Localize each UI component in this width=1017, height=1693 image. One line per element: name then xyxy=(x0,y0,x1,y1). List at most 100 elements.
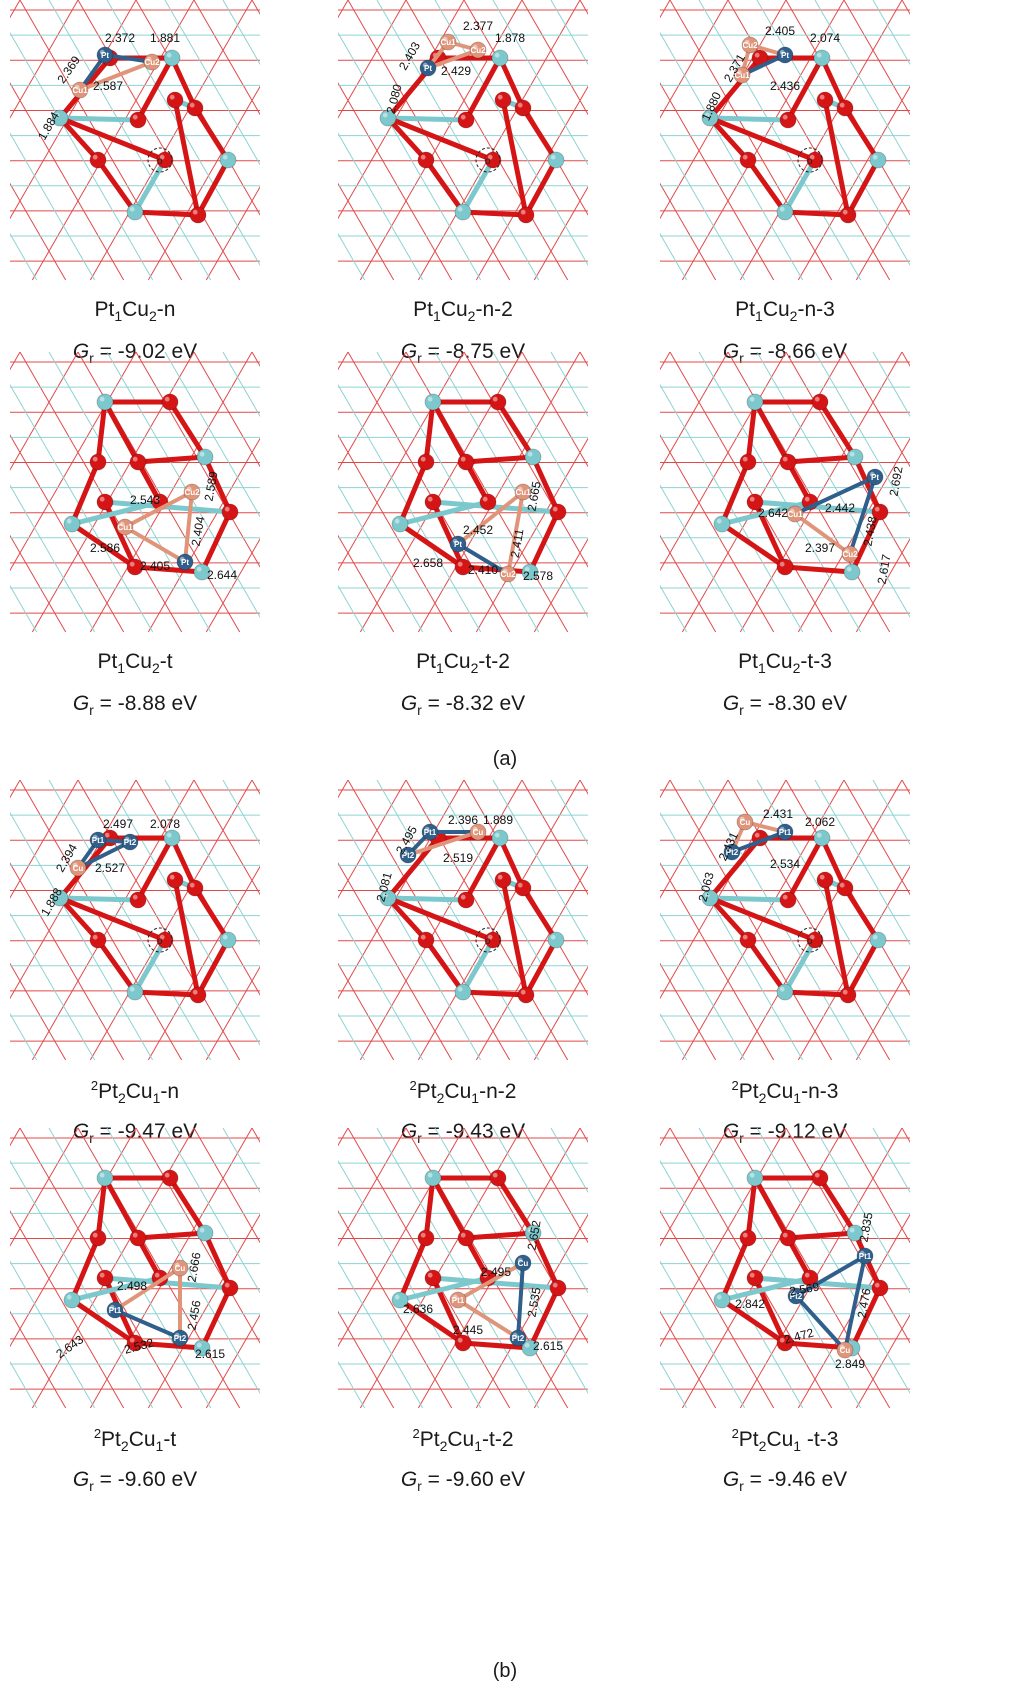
copper-atom xyxy=(514,483,532,501)
oxide-lattice xyxy=(660,780,910,1060)
structure-panel: o Cu Pt1 Pt2 2.431 2.062 2.431 2.534 2.063 2Pt2Cu… xyxy=(660,780,910,1146)
copper-atom xyxy=(736,813,754,831)
platinum-atom xyxy=(421,823,439,841)
oxide-lattice xyxy=(338,0,588,280)
gibbs-energy: Gr = -8.30 eV xyxy=(722,692,848,719)
platinum-atom xyxy=(856,1247,874,1265)
atom-label: Cu xyxy=(518,1259,529,1268)
oxide-lattice xyxy=(10,352,260,632)
aluminum-atom xyxy=(521,1339,539,1357)
oxygen-atom xyxy=(836,99,854,117)
bond-length-label: 2.429 xyxy=(441,64,471,78)
bond-length-label: 2.431 xyxy=(763,807,793,821)
oxygen-atom xyxy=(417,1229,435,1247)
metal-cluster: Pt1 Cu Pt2 2.495 2.652 2.636 2.535 2.445 2.615 xyxy=(403,1219,563,1353)
oxygen-atom xyxy=(739,1229,757,1247)
copper-atom xyxy=(741,36,759,54)
structure-name: Pt1Cu2-n-3 xyxy=(735,298,835,325)
bond-length-label: 2.405 xyxy=(140,559,170,573)
structure-image: Pt1 Cu Pt2 2.495 2.652 2.636 2.535 2.445 2.615 xyxy=(338,1128,588,1408)
aluminum-atom xyxy=(776,983,794,1001)
structure-panel: Pt1 Cu Pt2 2.495 2.652 2.636 2.535 2.445 2.615 2P… xyxy=(338,1128,588,1494)
aluminum-atom xyxy=(63,1291,81,1309)
aluminum-atom xyxy=(813,49,831,67)
aluminum-atom xyxy=(869,151,887,169)
bond-length-label: 2.519 xyxy=(443,851,473,865)
oxide-lattice xyxy=(10,780,260,1060)
atom-label: Pt2 xyxy=(512,1334,525,1343)
copper-atom xyxy=(469,41,487,59)
bond-length-label: 2.666 xyxy=(185,1251,204,1283)
oxygen-atom xyxy=(739,453,757,471)
aluminum-atom xyxy=(51,109,69,127)
platinum-atom xyxy=(449,535,467,553)
aluminum-atom xyxy=(126,203,144,221)
aluminum-atom xyxy=(51,889,69,907)
bond-length-label: 2.586 xyxy=(90,541,120,555)
aluminum-atom xyxy=(713,515,731,533)
oxygen-atom xyxy=(189,206,207,224)
atom-label: Pt2 xyxy=(124,838,137,847)
aluminum-atom xyxy=(547,151,565,169)
structure-name: 2Pt2Cu1-n-2 xyxy=(409,1078,517,1107)
atom-label: Cu2 xyxy=(470,46,486,55)
copper-atom xyxy=(469,823,487,841)
oxide-lattice xyxy=(338,780,588,1060)
oxygen-atom xyxy=(189,986,207,1004)
oxygen-atom xyxy=(479,493,497,511)
aluminum-atom xyxy=(196,448,214,466)
bond-length-label: 2.445 xyxy=(453,1323,483,1337)
bond-length-label: 2.589 xyxy=(202,470,221,502)
structure-image: Cu2 Cu1 Pt 2.543 2.589 2.586 2.404 2.405 2.644 xyxy=(10,352,260,632)
atom-label: Pt1 xyxy=(859,1252,872,1261)
oxygen-atom xyxy=(871,1279,889,1297)
oxygen-atom xyxy=(417,151,435,169)
atom-label: Pt xyxy=(871,473,879,482)
oxygen-atom xyxy=(494,91,512,109)
atom-label: Cu1 xyxy=(440,38,456,47)
structure-name: Pt1Cu2-t-3 xyxy=(738,650,832,677)
oxide-lattice xyxy=(660,0,910,280)
platinum-atom xyxy=(723,843,741,861)
copper-atom xyxy=(143,53,161,71)
aluminum-atom xyxy=(776,203,794,221)
bond-length-label: 2.404 xyxy=(189,515,208,547)
aluminum-atom xyxy=(524,1224,542,1242)
oxygen-atom xyxy=(494,871,512,889)
platinum-atom xyxy=(121,833,139,851)
aluminum-atom xyxy=(547,931,565,949)
atom-label: Pt2 xyxy=(402,851,415,860)
structure-image: Cu1 Pt Cu2 2.452 2.665 2.658 2.411 2.410 2.578 xyxy=(338,352,588,632)
atom-label: Pt1 xyxy=(779,828,792,837)
oxygen-atom xyxy=(156,151,174,169)
bond-length-label: 2.403 xyxy=(396,39,423,72)
structure-name: 2Pt2Cu1-n xyxy=(90,1078,180,1107)
platinum-atom xyxy=(509,1329,527,1347)
oxygen-atom xyxy=(839,206,857,224)
al2o3-ring xyxy=(391,1169,567,1357)
structure-panel: Pt1 Pt2 Cu 2.835 2.842 2.569 2.476 2.472 2.849 2P… xyxy=(660,1128,910,1494)
structure-panel: o Pt1 Cu Pt2 2.396 1.889 2.495 2.519 2.081 2Pt2Cu… xyxy=(338,780,588,1146)
bond-length-label: 2.397 xyxy=(805,541,835,555)
structure-name: 2Pt2Cu1-t xyxy=(93,1426,177,1455)
bond-length-label: 2.535 xyxy=(525,1286,544,1318)
copper-atom xyxy=(733,66,751,84)
bond-length-label: 2.543 xyxy=(130,493,160,507)
bond-length-label: 2.495 xyxy=(481,1265,511,1279)
svg-text:o: o xyxy=(485,936,491,947)
oxygen-atom xyxy=(779,891,797,909)
atom-label: Cu1 xyxy=(72,86,88,95)
bond-length-label: 2.617 xyxy=(875,553,894,585)
atom-label: Cu1 xyxy=(117,523,133,532)
atom-label: Pt xyxy=(181,558,189,567)
subfigure-label-a: (a) xyxy=(492,748,518,770)
aluminum-atom xyxy=(193,1339,211,1357)
oxygen-atom xyxy=(96,1269,114,1287)
bond-length-label: 2.396 xyxy=(448,813,478,827)
oxygen-atom xyxy=(779,111,797,129)
aluminum-atom xyxy=(219,931,237,949)
oxygen-atom xyxy=(221,503,239,521)
atom-label: Pt2 xyxy=(174,1334,187,1343)
